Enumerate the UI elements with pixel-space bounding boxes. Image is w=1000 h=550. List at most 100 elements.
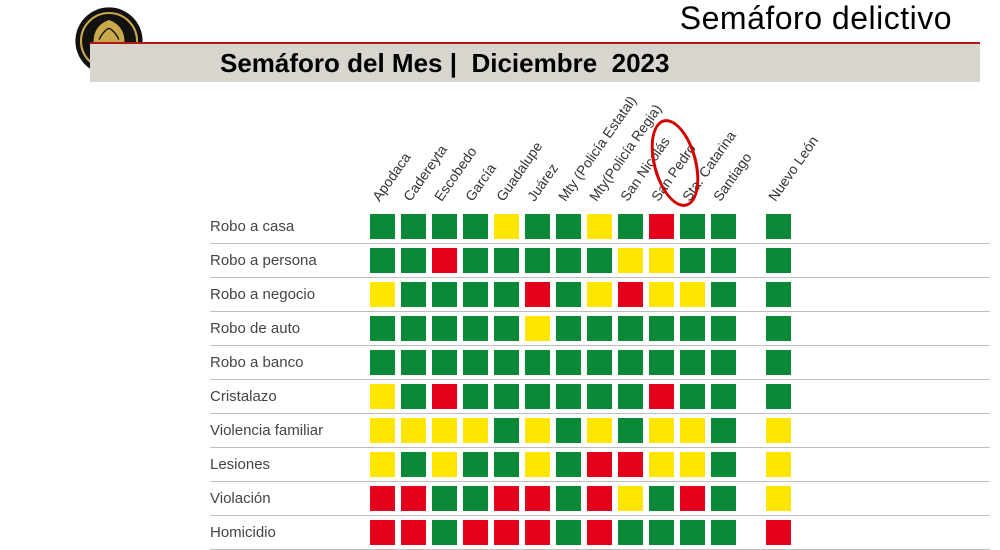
status-cell (649, 418, 674, 443)
status-cell (556, 452, 581, 477)
status-cell (525, 350, 550, 375)
status-cell (525, 486, 550, 511)
status-cell (463, 520, 488, 545)
status-cell (463, 316, 488, 341)
status-cell (463, 418, 488, 443)
status-cell (587, 418, 612, 443)
status-cell (370, 486, 395, 511)
grid-row: Cristalazo (210, 380, 990, 414)
status-cell (587, 316, 612, 341)
status-cell (525, 316, 550, 341)
status-cell (463, 486, 488, 511)
status-cell (401, 282, 426, 307)
page-title: Semáforo delictivo (680, 0, 952, 37)
row-label: Violencia familiar (210, 422, 370, 439)
status-cell (525, 248, 550, 273)
status-cell (649, 350, 674, 375)
status-cell (494, 384, 519, 409)
status-cell (587, 248, 612, 273)
status-cell (432, 520, 457, 545)
status-cell (494, 214, 519, 239)
status-cell (711, 520, 736, 545)
status-cell (432, 350, 457, 375)
grid-row: Lesiones (210, 448, 990, 482)
status-cell (766, 248, 791, 273)
status-cell (370, 350, 395, 375)
status-cell (556, 316, 581, 341)
status-cell (680, 248, 705, 273)
status-cell (432, 418, 457, 443)
status-cell (463, 282, 488, 307)
status-cell (463, 248, 488, 273)
status-cell (370, 316, 395, 341)
status-cell (711, 350, 736, 375)
row-label: Robo de auto (210, 320, 370, 337)
status-cell (618, 214, 643, 239)
status-cell (680, 418, 705, 443)
status-cell (556, 282, 581, 307)
status-cell (618, 384, 643, 409)
status-cell (649, 214, 674, 239)
status-cell (680, 214, 705, 239)
status-cell (370, 248, 395, 273)
status-cell (618, 248, 643, 273)
status-cell (766, 316, 791, 341)
status-cell (401, 520, 426, 545)
status-cell (432, 214, 457, 239)
status-cell (401, 384, 426, 409)
grid-row: Robo de auto (210, 312, 990, 346)
status-cell (680, 384, 705, 409)
status-cell (463, 452, 488, 477)
status-cell (525, 384, 550, 409)
status-cell (711, 486, 736, 511)
status-cell (401, 452, 426, 477)
status-cell (525, 418, 550, 443)
status-cell (618, 520, 643, 545)
status-cell (649, 452, 674, 477)
row-label: Robo a casa (210, 218, 370, 235)
status-cell (711, 452, 736, 477)
status-cell (432, 248, 457, 273)
subtitle-bar: Semáforo del Mes | Diciembre 2023 (90, 44, 980, 82)
status-cell (680, 520, 705, 545)
status-cell (432, 384, 457, 409)
status-cell (587, 384, 612, 409)
status-cell (766, 350, 791, 375)
status-cell (525, 452, 550, 477)
status-cell (525, 214, 550, 239)
status-cell (649, 486, 674, 511)
status-cell (556, 486, 581, 511)
status-cell (494, 350, 519, 375)
status-cell (649, 384, 674, 409)
status-cell (432, 282, 457, 307)
status-cell (711, 214, 736, 239)
status-cell (587, 486, 612, 511)
status-cell (370, 282, 395, 307)
status-cell (556, 418, 581, 443)
status-cell (711, 282, 736, 307)
row-label: Robo a persona (210, 252, 370, 269)
status-cell (401, 248, 426, 273)
grid-row: Violencia familiar (210, 414, 990, 448)
status-cell (401, 486, 426, 511)
status-cell (649, 282, 674, 307)
status-cell (370, 214, 395, 239)
status-cell (463, 214, 488, 239)
status-cell (618, 452, 643, 477)
status-cell (401, 316, 426, 341)
status-cell (766, 520, 791, 545)
status-cell (649, 520, 674, 545)
status-cell (494, 452, 519, 477)
status-cell (680, 282, 705, 307)
status-cell (432, 316, 457, 341)
grid-row: Robo a banco (210, 346, 990, 380)
status-cell (494, 248, 519, 273)
status-cell (766, 486, 791, 511)
status-cell (618, 316, 643, 341)
row-label: Cristalazo (210, 388, 370, 405)
status-cell (587, 350, 612, 375)
grid-row: Violación (210, 482, 990, 516)
status-cell (556, 214, 581, 239)
status-cell (370, 418, 395, 443)
status-cell (711, 384, 736, 409)
